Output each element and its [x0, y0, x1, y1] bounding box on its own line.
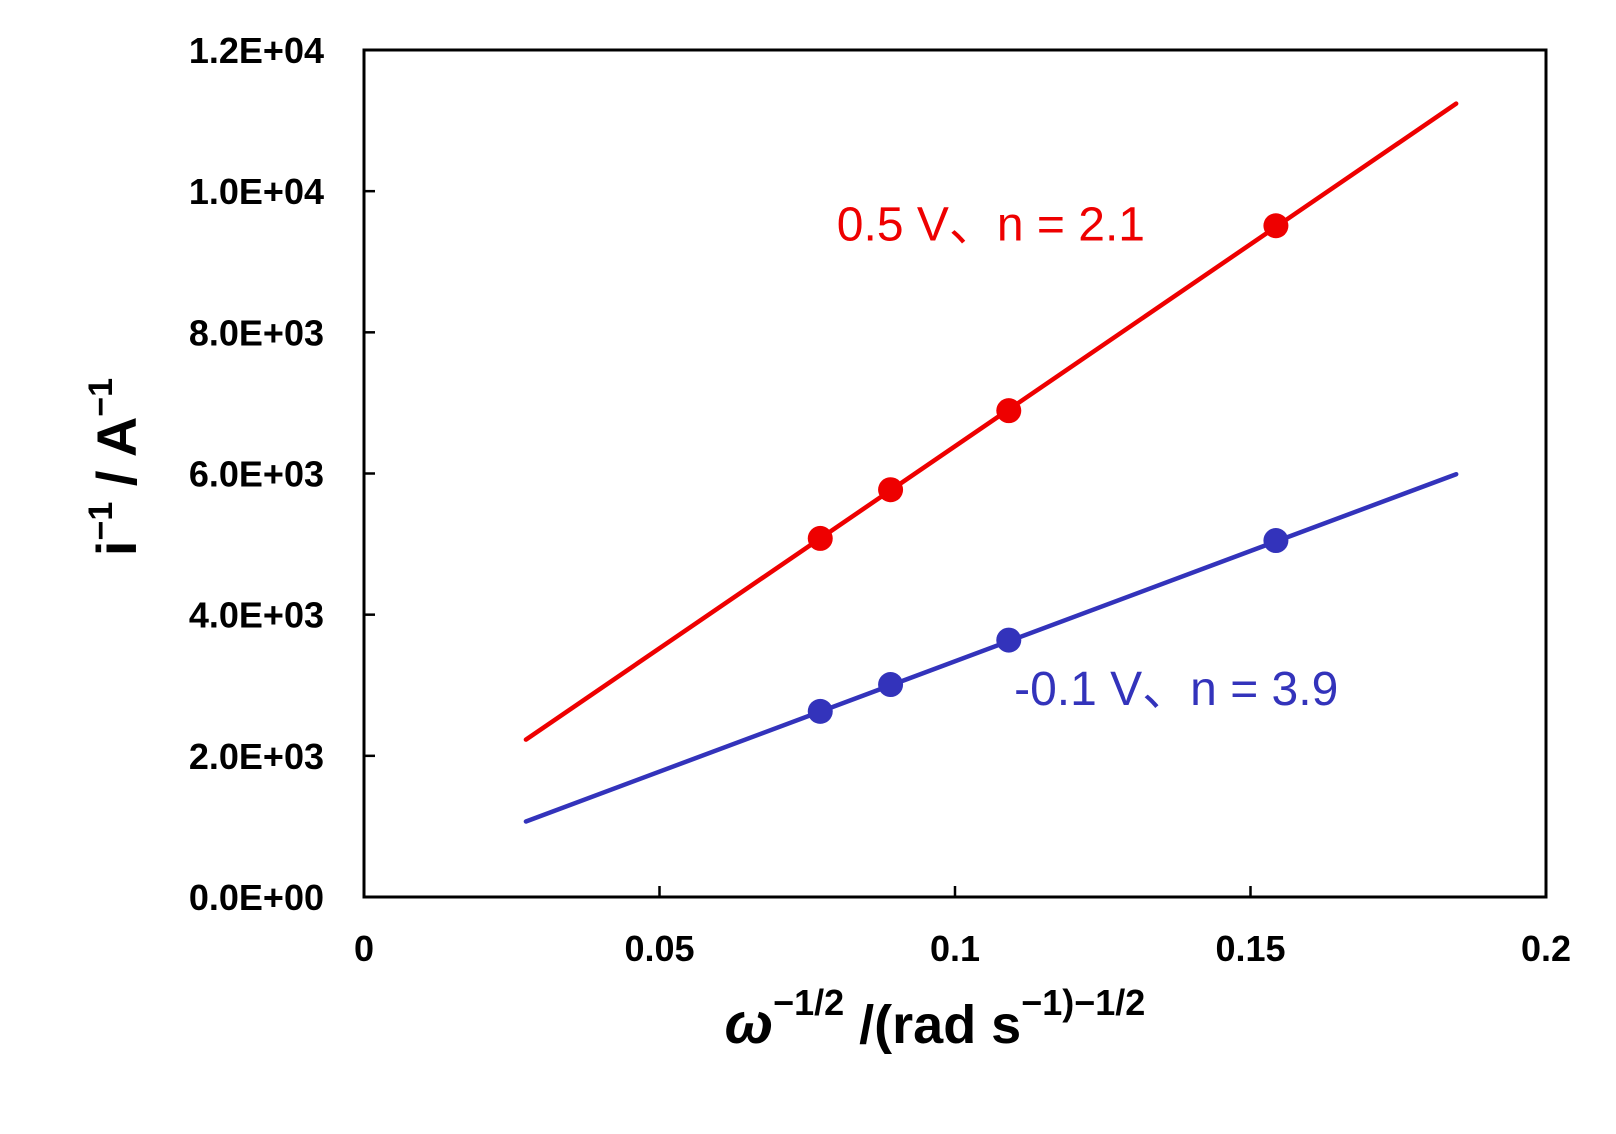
y-tick-label-2: 4.0E+03: [189, 595, 324, 636]
x-axis-label: ω−1/2 /(rad s−1)−1/2: [725, 982, 1146, 1056]
x-tick-label-1: 0.05: [624, 928, 694, 969]
series-1-point-2: [996, 627, 1022, 653]
x-axis-ticks: 0 0.05 0.1 0.15 0.2: [354, 886, 1571, 969]
y-axis-ticks: 0.0E+00 2.0E+03 4.0E+03 6.0E+03 8.0E+03 1.0E+…: [189, 30, 375, 918]
y-axis-label-base-exponent: −1: [82, 502, 120, 541]
x-axis-label-symbol-exponent: −1/2: [773, 982, 844, 1023]
y-tick-label-1: 2.0E+03: [189, 736, 324, 777]
series-1-point-3: [1263, 528, 1289, 554]
x-axis-label-symbol: ω: [725, 991, 773, 1056]
series-0-fit-line: [523, 101, 1459, 742]
y-axis-label-base: i: [85, 541, 148, 557]
series-0: 0.5 V、n = 2.1: [523, 101, 1459, 742]
y-tick-label-3: 6.0E+03: [189, 454, 324, 495]
y-tick-label-0: 0.0E+00: [189, 877, 324, 918]
y-axis-label-unit-exponent: −1: [82, 378, 120, 417]
series-1-fit-line: [523, 471, 1459, 824]
series-0-point-0: [807, 525, 833, 551]
y-tick-label-4: 8.0E+03: [189, 312, 324, 353]
x-tick-label-3: 0.15: [1215, 928, 1285, 969]
series-1-point-1: [878, 672, 904, 698]
series-0-label: 0.5 V、n = 2.1: [837, 199, 1145, 252]
x-tick-label-4: 0.2: [1521, 928, 1571, 969]
y-tick-label-6: 1.2E+04: [189, 30, 324, 71]
x-tick-label-2: 0.1: [930, 928, 980, 969]
x-tick-label-0: 0: [354, 928, 374, 969]
series-1: -0.1 V、n = 3.9: [523, 471, 1459, 824]
y-axis-label: i−1 / A−1: [82, 378, 148, 556]
x-axis-label-unit: /(rad s: [844, 995, 1021, 1055]
series-1-label: -0.1 V、n = 3.9: [1014, 663, 1338, 716]
x-axis-label-unit-exponent: −1)−1/2: [1021, 982, 1145, 1023]
series-layer: 0.5 V、n = 2.1 -0.1 V、n = 3.9: [523, 101, 1459, 824]
series-0-point-2: [996, 398, 1022, 424]
y-tick-label-5: 1.0E+04: [189, 171, 324, 212]
y-axis-label-unit: / A: [85, 417, 148, 502]
series-0-point-1: [878, 477, 904, 503]
series-0-point-3: [1263, 213, 1289, 239]
plot-area-frame: [362, 48, 1548, 899]
series-1-point-0: [807, 698, 833, 724]
